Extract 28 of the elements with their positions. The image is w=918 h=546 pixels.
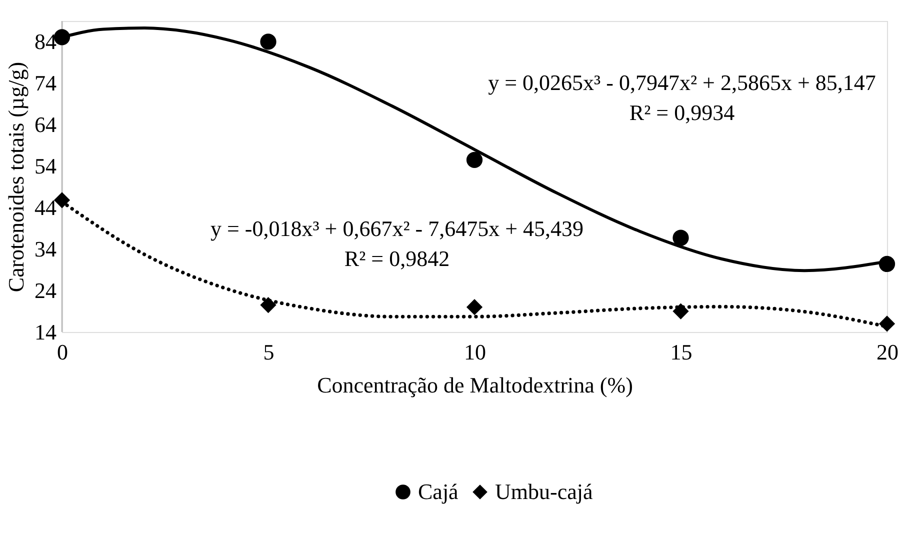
point [466, 299, 483, 316]
y-tick-label: 44 [34, 195, 56, 220]
y-tick-label: 54 [34, 154, 56, 179]
x-tick-label: 15 [670, 340, 692, 364]
point [878, 316, 896, 332]
y-axis-title: Carotenoides totais (µg/g) [4, 62, 28, 292]
point [260, 296, 276, 314]
x-tick-label: 20 [876, 340, 898, 364]
y-tick-label: 24 [34, 278, 56, 304]
annotation: y = 0,0265x³ - 0,7947x² + 2,5865x + 85,147 [488, 70, 876, 95]
annotation: R² = 0,9934 [629, 100, 735, 125]
point [260, 34, 276, 50]
x-tick-label: 10 [464, 340, 486, 364]
y-tick-label: 74 [34, 70, 56, 96]
x-tick-label: 0 [57, 340, 68, 364]
point [672, 303, 689, 320]
point [672, 230, 689, 246]
y-tick-label: 84 [34, 29, 56, 54]
x-axis-title: Concentração de Maltodextrina (%) [317, 372, 633, 398]
point [466, 152, 483, 168]
x-tick-label: 5 [263, 340, 274, 364]
annotation: y = -0,018x³ + 0,667x² - 7,6475x + 45,439 [210, 216, 584, 241]
legend-label: Cajá [418, 479, 459, 504]
y-tick-label: 34 [34, 236, 56, 262]
legend-label: Umbu-cajá [495, 479, 593, 504]
y-tick-label: 64 [34, 112, 56, 138]
annotation: R² = 0,9842 [344, 246, 450, 271]
y-tick-label: 14 [34, 320, 56, 344]
